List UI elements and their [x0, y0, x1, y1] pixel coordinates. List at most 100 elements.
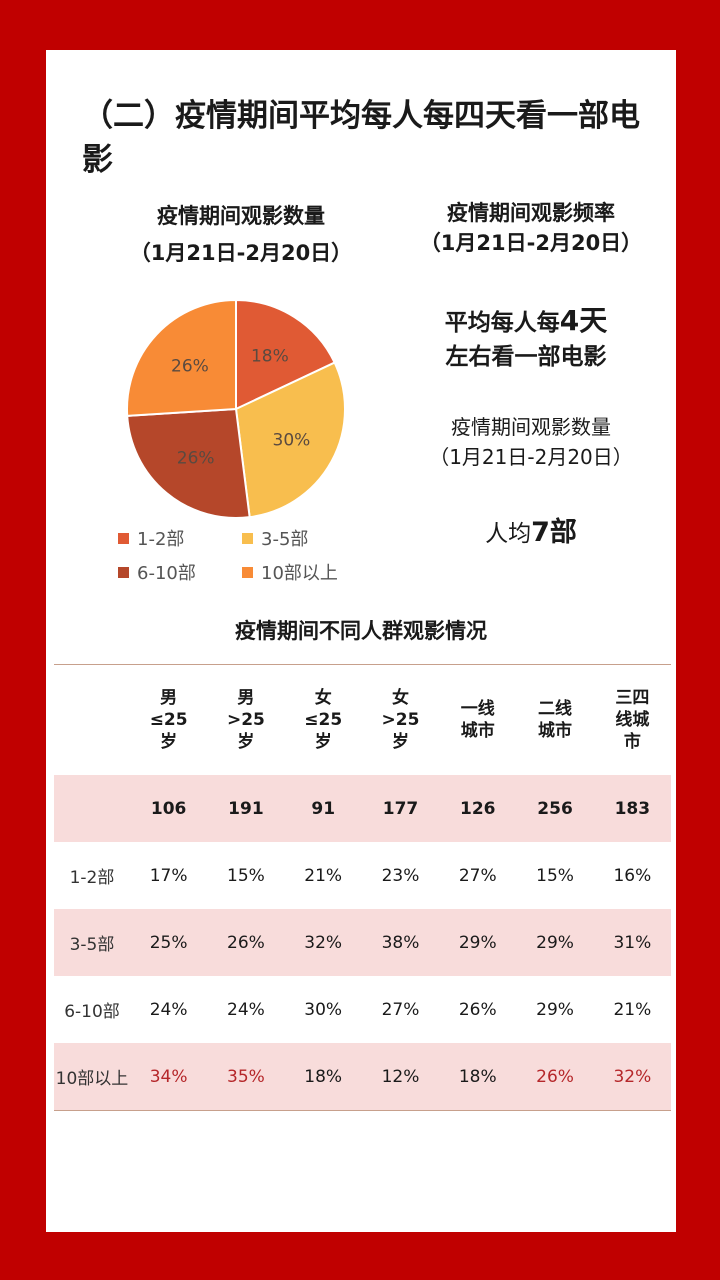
average-prefix: 人均: [485, 521, 532, 547]
table-cell: 12%: [361, 1043, 440, 1111]
legend-item-2: 6-10部: [118, 562, 196, 586]
column-header-6: 三四 线城 市: [594, 665, 671, 776]
table-row: 10部以上 34% 35% 18% 12% 18% 26% 32%: [54, 1043, 671, 1111]
count-subtitle: 疫情期间观影数量 （1月21日-2月20日）: [396, 412, 666, 472]
table-row: 106 191 91 177 126 256 183: [54, 775, 671, 842]
column-header-4: 一线 城市: [439, 665, 516, 776]
row-label: [54, 775, 130, 842]
table-cell: 25%: [130, 909, 208, 976]
legend-label: 3-5部: [261, 529, 309, 550]
table-cell: 27%: [458, 865, 497, 886]
infographic-card: （二）疫情期间平均每人每四天看一部电影 疫情期间观影数量 （1月21日-2月20…: [46, 50, 676, 1232]
pie-label-3: 26%: [171, 357, 209, 377]
pie-slice-2: [126, 407, 251, 519]
table-title: 疫情期间不同人群观影情况: [235, 619, 487, 643]
legend-swatch: [118, 533, 129, 544]
column-header-2: 女 ≤25 岁: [285, 665, 362, 776]
table-cell: 38%: [361, 909, 440, 976]
pie-label-1: 30%: [273, 430, 311, 450]
pie-title-line2: （1月21日-2月20日）: [129, 241, 353, 265]
pie-label-0: 18%: [251, 347, 289, 367]
legend-item-3: 10部以上: [242, 562, 338, 586]
table-cell: 29%: [516, 909, 594, 976]
legend-item-1: 3-5部: [242, 528, 308, 552]
table-cell: 15%: [536, 865, 574, 886]
column-header-text: 男 ≤25 岁: [149, 688, 188, 752]
table-cell: 183: [593, 775, 671, 842]
frequency-title-line1: 疫情期间观影频率: [447, 201, 615, 225]
legend-item-0: 1-2部: [118, 528, 184, 552]
pie-slice-3: [126, 298, 237, 417]
column-header-1: 男 >25 岁: [207, 665, 284, 776]
table-cell: 256: [516, 775, 594, 842]
pie-chart: 18% 30% 26% 26%: [126, 298, 346, 519]
count-subtitle-line1: 疫情期间观影数量: [451, 415, 611, 439]
frequency-title: 疫情期间观影频率 （1月21日-2月20日）: [396, 198, 666, 258]
frequency-days: 4天: [559, 304, 608, 337]
frequency-title-line2: （1月21日-2月20日）: [419, 231, 643, 255]
pie-legend: 1-2部 3-5部 6-10部 10部以上: [118, 528, 378, 598]
table-cell: 26%: [516, 1043, 594, 1111]
table-cell: 30%: [304, 999, 343, 1020]
header-corner: [54, 665, 130, 776]
frequency-highlight: 平均每人每4天 左右看一部电影: [396, 304, 656, 374]
column-header-text: 女 >25 岁: [381, 688, 420, 752]
column-header-text: 男 >25 岁: [226, 688, 265, 752]
legend-label: 10部以上: [261, 563, 338, 584]
table-cell: 32%: [284, 909, 362, 976]
table-row: 1-2部 17% 15% 21% 23% 27% 15% 16%: [54, 842, 671, 909]
column-header-text: 二线 城市: [538, 699, 573, 741]
count-subtitle-line2: （1月21日-2月20日）: [429, 445, 633, 469]
average-count: 人均7部: [451, 516, 611, 551]
table-cell: 27%: [381, 999, 420, 1020]
pie-slice-0: [235, 298, 336, 411]
table-cell: 106: [130, 775, 208, 842]
row-label: 3-5部: [54, 909, 130, 976]
pie-title-line1: 疫情期间观影数量: [157, 204, 325, 228]
table-cell: 91: [284, 775, 362, 842]
table-cell: 177: [361, 775, 440, 842]
frequency-line2: 左右看一部电影: [445, 344, 607, 370]
table-cell: 35%: [207, 1043, 285, 1111]
legend-swatch: [118, 567, 129, 578]
row-label: 6-10部: [64, 1002, 120, 1022]
table-cell: 34%: [130, 1043, 208, 1111]
audience-table: 男 ≤25 岁男 >25 岁女 ≤25 岁女 >25 岁 一线 城市 二线 城市 三四…: [54, 664, 671, 1111]
legend-label: 1-2部: [137, 529, 185, 550]
table-cell: 26%: [207, 909, 285, 976]
table-row: 6-10部 24% 24% 30% 27% 26% 29% 21%: [54, 976, 671, 1043]
table-cell: 18%: [284, 1043, 362, 1111]
table-cell: 24%: [227, 999, 265, 1020]
column-header-0: 男 ≤25 岁: [130, 665, 207, 776]
table-cell: 24%: [149, 999, 188, 1020]
column-header-text: 三四 线城 市: [615, 688, 650, 752]
pie-slice-1: [234, 361, 346, 519]
table-cell: 23%: [381, 865, 420, 886]
table-cell: 21%: [613, 999, 652, 1020]
table-cell: 32%: [593, 1043, 671, 1111]
frequency-line1: 平均每人每4天: [396, 304, 656, 340]
row-label: 1-2部: [69, 868, 115, 888]
table-row: 3-5部 25% 26% 32% 38% 29% 29% 31%: [54, 909, 671, 976]
table-cell: 15%: [227, 865, 265, 886]
table-cell: 16%: [613, 865, 652, 886]
table-cell: 18%: [439, 1043, 517, 1111]
legend-label: 6-10部: [137, 563, 196, 584]
column-header-text: 女 ≤25 岁: [304, 688, 343, 752]
column-header-text: 一线 城市: [460, 699, 495, 741]
table-cell: 17%: [149, 865, 188, 886]
table-cell: 26%: [458, 999, 497, 1020]
pie-label-2: 26%: [177, 449, 215, 469]
table-header-row: 男 ≤25 岁男 >25 岁女 ≤25 岁女 >25 岁 一线 城市 二线 城市 三四…: [54, 665, 671, 776]
table-cell: 31%: [593, 909, 671, 976]
legend-swatch: [242, 533, 253, 544]
legend-swatch: [242, 567, 253, 578]
page-title: （二）疫情期间平均每人每四天看一部电影: [82, 98, 640, 178]
frequency-prefix: 平均每人每: [444, 310, 560, 336]
average-value: 7部: [531, 517, 577, 548]
column-header-5: 二线 城市: [516, 665, 593, 776]
table-cell: 29%: [439, 909, 517, 976]
table-cell: 191: [207, 775, 285, 842]
row-label: 10部以上: [54, 1043, 130, 1111]
table-cell: 21%: [304, 865, 343, 886]
